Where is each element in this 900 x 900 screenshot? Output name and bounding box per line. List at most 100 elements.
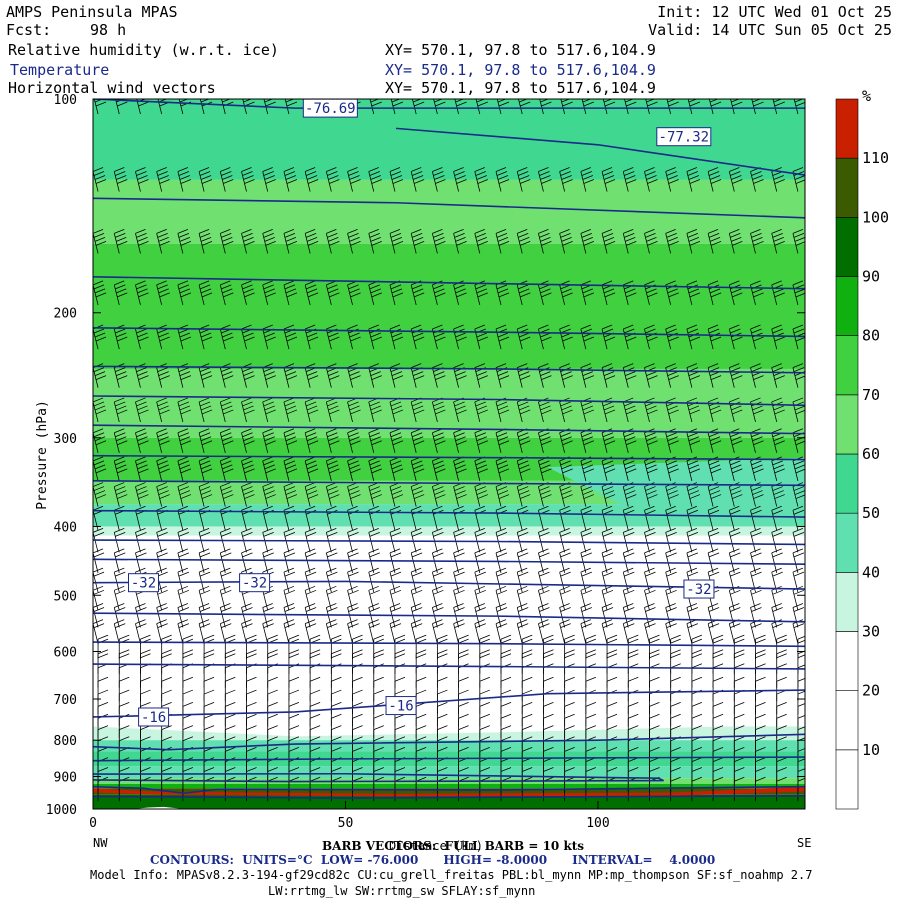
wind-barb-305 <box>304 363 319 388</box>
wind-barb-900 <box>730 99 743 115</box>
wind-barb-255 <box>262 603 274 628</box>
rh-band-lower-1 <box>93 740 805 752</box>
wind-barb-240 <box>263 99 276 115</box>
wind-barb-375 <box>347 603 359 628</box>
colorbar: 10 20 30 40 50 60 70 80 90 100 110% <box>835 87 889 810</box>
colorbar-swatch-3 <box>835 572 859 632</box>
wind-barb-551 <box>474 527 486 553</box>
wind-barb-877 <box>707 428 722 453</box>
wind-barb-165 <box>198 603 211 628</box>
wind-barb-406 <box>368 619 380 644</box>
wind-barb-487 <box>431 428 446 453</box>
wind-barb-187 <box>219 428 234 453</box>
wind-barb-690 <box>581 99 594 115</box>
colorbar-swatch-2 <box>835 631 859 691</box>
rh-clear-zone <box>93 699 805 737</box>
wind-barb-338 <box>325 456 340 481</box>
rh-band-upper-7 <box>93 526 805 536</box>
wind-barb-466 <box>410 619 423 644</box>
colorbar-swatch-6 <box>835 394 859 455</box>
wind-barb-522 <box>453 548 465 573</box>
wind-barb-367 <box>347 428 361 453</box>
wind-barb-482 <box>431 229 446 254</box>
wind-barb-526 <box>453 619 465 644</box>
wind-barb-462 <box>410 548 423 573</box>
wind-barb-458 <box>410 456 425 481</box>
contour-legend: CONTOURS: UNITS=°C LOW= -76.000 HIGH= -8… <box>150 853 716 867</box>
wind-barb-961 <box>771 167 785 192</box>
wind-barb-524 <box>453 585 465 611</box>
wind-barb-371 <box>347 527 359 553</box>
wind-barb-302 <box>304 229 319 254</box>
wind-barb-554 <box>474 585 486 611</box>
wind-barb-128 <box>177 456 192 481</box>
wind-barb-814 <box>665 324 679 350</box>
wind-barb-314 <box>304 585 317 611</box>
wind-barb-815 <box>665 363 679 388</box>
wind-barb-676 <box>559 619 571 644</box>
wind-barb-581 <box>495 527 508 553</box>
colorbar-label-90: 90 <box>862 268 880 286</box>
wind-barb-339 <box>325 482 340 507</box>
y-tick-label-1000: 1000 <box>46 803 77 818</box>
wind-barb-765 <box>622 603 635 628</box>
wind-barb-578 <box>495 456 510 481</box>
contour-label-3: -32 <box>242 576 267 592</box>
wind-barb-432 <box>389 548 402 573</box>
wind-barb-816 <box>665 397 679 423</box>
forecast-label: Fcst: <box>6 21 52 39</box>
wind-barb-937 <box>750 428 764 453</box>
wind-barb-966 <box>771 397 785 423</box>
wind-barb-1001 <box>792 527 805 553</box>
wind-barb-361 <box>347 167 361 192</box>
temperature-contour-15 <box>93 641 805 648</box>
wind-barb-154 <box>198 324 213 350</box>
wind-barb-136 <box>177 619 190 644</box>
wind-barb-790 <box>644 505 656 531</box>
wind-barb-306 <box>304 397 319 423</box>
wind-barb-285 <box>283 603 296 628</box>
wind-barb-720 <box>602 99 616 115</box>
wind-barb-398 <box>368 456 382 481</box>
field-rh: Relative humidity (w.r.t. ice) <box>8 41 279 59</box>
wind-barb-696 <box>580 397 594 423</box>
wind-barb-760 <box>622 505 635 531</box>
wind-barb-544 <box>474 324 488 350</box>
wind-barb-692 <box>580 229 594 254</box>
wind-barb-281 <box>283 527 296 553</box>
wind-barb-874 <box>707 324 722 350</box>
wind-barb-855 <box>686 603 699 628</box>
wind-barb-363 <box>347 280 361 306</box>
wind-barb-844 <box>686 324 701 350</box>
wind-barb-662 <box>559 229 573 254</box>
wind-barb-423 <box>389 280 404 306</box>
right-end-label: SE <box>797 836 812 850</box>
wind-barb-885 <box>707 603 720 628</box>
wind-barb-91 <box>156 167 170 192</box>
wind-barb-75 <box>135 603 147 628</box>
temperature-contour-13 <box>93 580 805 590</box>
wind-barb-899 <box>712 776 724 802</box>
wind-barb-1002 <box>792 548 805 573</box>
temperature-contour-22 <box>93 794 805 799</box>
wind-barb-457 <box>410 428 425 453</box>
wind-barb-614 <box>516 585 529 611</box>
wind-barb-456 <box>410 397 425 423</box>
wind-barb-34 <box>113 324 128 350</box>
temperature-contour-10 <box>93 509 805 518</box>
wind-barb-750 <box>624 99 637 115</box>
wind-barb-549 <box>474 482 488 507</box>
wind-barb-151 <box>198 167 213 192</box>
wind-barb-821 <box>665 527 677 553</box>
wind-barb-425 <box>389 363 404 388</box>
wind-barb-395 <box>368 363 382 388</box>
wind-barb-32 <box>113 229 128 254</box>
wind-barb-192 <box>219 548 232 573</box>
wind-barb-303 <box>304 280 319 306</box>
wind-barb-271 <box>283 167 298 192</box>
wind-barb-616 <box>516 619 529 644</box>
wind-barb-586 <box>495 619 508 644</box>
wind-barb-372 <box>347 548 359 573</box>
y-tick-label-500: 500 <box>54 589 77 604</box>
temperature-contour-5 <box>93 365 805 374</box>
